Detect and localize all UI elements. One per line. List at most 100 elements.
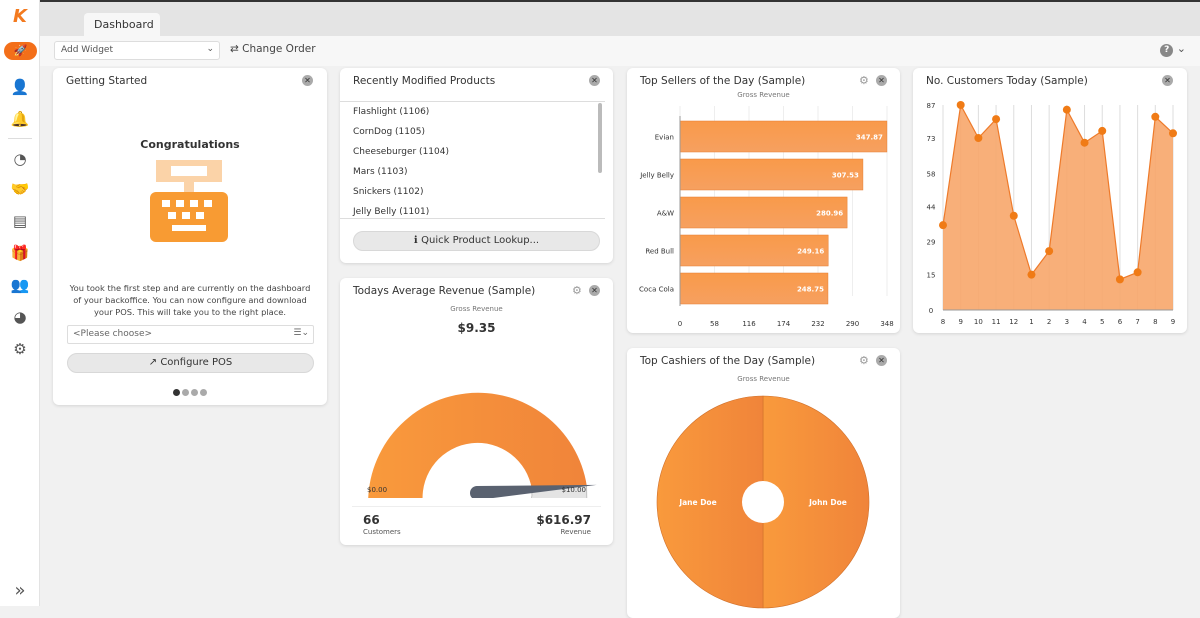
data-label: 307.53: [832, 172, 859, 180]
revenue-total: $616.97: [536, 513, 591, 527]
add-widget-select[interactable]: Add Widget ⌄: [54, 41, 220, 60]
data-point: [1133, 268, 1142, 277]
receipt-icon[interactable]: ▤: [12, 212, 28, 230]
pie-chart-icon[interactable]: ◕: [13, 308, 27, 326]
data-point: [992, 115, 1001, 124]
bell-icon[interactable]: 🔔: [10, 110, 30, 128]
gauge-needle: [470, 484, 597, 498]
x-tick-label: 58: [710, 320, 719, 328]
handshake-icon[interactable]: 🤝: [10, 180, 30, 198]
y-tick-label: 87: [927, 102, 936, 110]
product-list: Flashlight (1106) CornDog (1105) Cheeseb…: [340, 101, 605, 219]
chevron-down-icon: ⌄: [1176, 42, 1186, 55]
x-tick-label: 6: [1118, 318, 1123, 326]
user-icon[interactable]: 👤: [10, 78, 30, 96]
logo: K: [13, 6, 27, 27]
cash-register-icon: [150, 160, 228, 242]
data-label: 249.16: [797, 248, 824, 256]
info-icon: ℹ: [413, 235, 422, 246]
x-tick-label: 9: [958, 318, 962, 326]
scrollbar[interactable]: [598, 103, 602, 173]
configure-pos-label: Configure POS: [160, 357, 233, 368]
chart-subtitle: Gross Revenue: [737, 375, 790, 383]
avg-revenue-widget: Todays Average Revenue (Sample) ⚙ ✕ Gros…: [340, 278, 613, 545]
users-icon[interactable]: 👥: [10, 276, 30, 294]
dot[interactable]: [182, 389, 189, 396]
customers-count: 66: [363, 513, 380, 527]
widget-title: Getting Started: [66, 75, 148, 87]
dot[interactable]: [200, 389, 207, 396]
gear-icon[interactable]: ⚙: [572, 284, 582, 297]
change-order-button[interactable]: ⇄ Change Order: [230, 43, 316, 55]
list-item[interactable]: Snickers (1102): [353, 187, 424, 197]
list-item[interactable]: Cheeseburger (1104): [353, 147, 449, 157]
data-point: [1062, 105, 1071, 114]
pos-select-placeholder: <Please choose>: [73, 329, 153, 339]
close-icon[interactable]: ✕: [302, 75, 313, 86]
configure-pos-button[interactable]: ↗ Configure POS: [67, 353, 314, 373]
x-tick-label: 8: [941, 318, 945, 326]
gauge-subtitle: Gross Revenue: [450, 305, 503, 313]
gauge-chart: $0.00 $10.00: [367, 392, 597, 498]
y-tick-label: 44: [927, 203, 936, 211]
donut-hole: [742, 481, 784, 523]
gauge-fill: [368, 392, 587, 498]
category-label: Coca Cola: [639, 286, 674, 294]
sidebar: K 🚀 👤 🔔 ◔ 🤝 ▤ 🎁 👥 ◕ ⚙ »: [0, 0, 40, 606]
getting-started-widget: Getting Started ✕ Congratulations You to…: [53, 68, 327, 405]
y-tick-label: 58: [927, 170, 936, 178]
x-tick-label: 12: [1009, 318, 1018, 326]
list-item[interactable]: Jelly Belly (1101): [353, 207, 430, 217]
rocket-icon[interactable]: 🚀: [4, 42, 37, 60]
gear-icon[interactable]: ⚙: [859, 74, 869, 87]
close-icon[interactable]: ✕: [876, 355, 887, 366]
data-point: [1098, 126, 1107, 135]
y-tick-label: 29: [927, 239, 936, 247]
help-icon: ?: [1160, 44, 1174, 57]
add-widget-label: Add Widget: [61, 45, 113, 55]
close-icon[interactable]: ✕: [1162, 75, 1173, 86]
area-fill: [943, 105, 1173, 310]
gear-icon[interactable]: ⚙: [859, 354, 869, 367]
data-point: [1115, 275, 1124, 284]
change-order-label: Change Order: [242, 43, 316, 55]
dot[interactable]: [191, 389, 198, 396]
pos-select[interactable]: <Please choose> ☰⌄: [67, 325, 314, 344]
customers-widget: No. Customers Today (Sample) ✕ 8 9 10 11 12 1…: [913, 68, 1187, 333]
help-button[interactable]: ? ⌄: [1160, 42, 1186, 57]
bar: [679, 234, 829, 267]
pie-slice: [762, 395, 870, 609]
data-point: [1027, 270, 1036, 279]
dot[interactable]: [173, 389, 180, 396]
gauge-value: $9.35: [457, 321, 496, 335]
x-tick-label: 348: [880, 320, 893, 328]
data-point: [1080, 138, 1089, 147]
close-icon[interactable]: ✕: [589, 75, 600, 86]
x-tick-label: 4: [1082, 318, 1087, 326]
top-sellers-widget: Top Sellers of the Day (Sample) ⚙ ✕ Gros…: [627, 68, 900, 333]
list-item[interactable]: Flashlight (1106): [353, 107, 430, 117]
top-cashiers-widget: Top Cashiers of the Day (Sample) ⚙ ✕ Gro…: [627, 348, 900, 618]
expand-sidebar-icon[interactable]: »: [14, 580, 26, 601]
list-item[interactable]: Mars (1103): [353, 167, 408, 177]
external-link-icon: ↗: [148, 357, 161, 368]
x-tick-label: 1: [1029, 318, 1033, 326]
revenue-label: Revenue: [560, 528, 592, 536]
close-icon[interactable]: ✕: [876, 75, 887, 86]
gift-icon[interactable]: 🎁: [10, 244, 30, 262]
x-tick-label: 5: [1100, 318, 1104, 326]
tab-dashboard[interactable]: Dashboard: [84, 13, 160, 38]
x-tick-label: 290: [846, 320, 859, 328]
bar: [679, 120, 888, 153]
close-icon[interactable]: ✕: [589, 285, 600, 296]
quick-lookup-button[interactable]: ℹ Quick Product Lookup...: [353, 231, 600, 251]
carousel-dots[interactable]: [53, 388, 327, 399]
recent-products-widget: Recently Modified Products ✕ Flashlight …: [340, 68, 613, 263]
x-tick-label: 11: [992, 318, 1001, 326]
list-item[interactable]: CornDog (1105): [353, 127, 425, 137]
speedometer-icon[interactable]: ◔: [13, 150, 27, 168]
gear-icon[interactable]: ⚙: [13, 340, 27, 358]
data-point: [974, 133, 983, 142]
category-label: Evian: [655, 134, 674, 142]
